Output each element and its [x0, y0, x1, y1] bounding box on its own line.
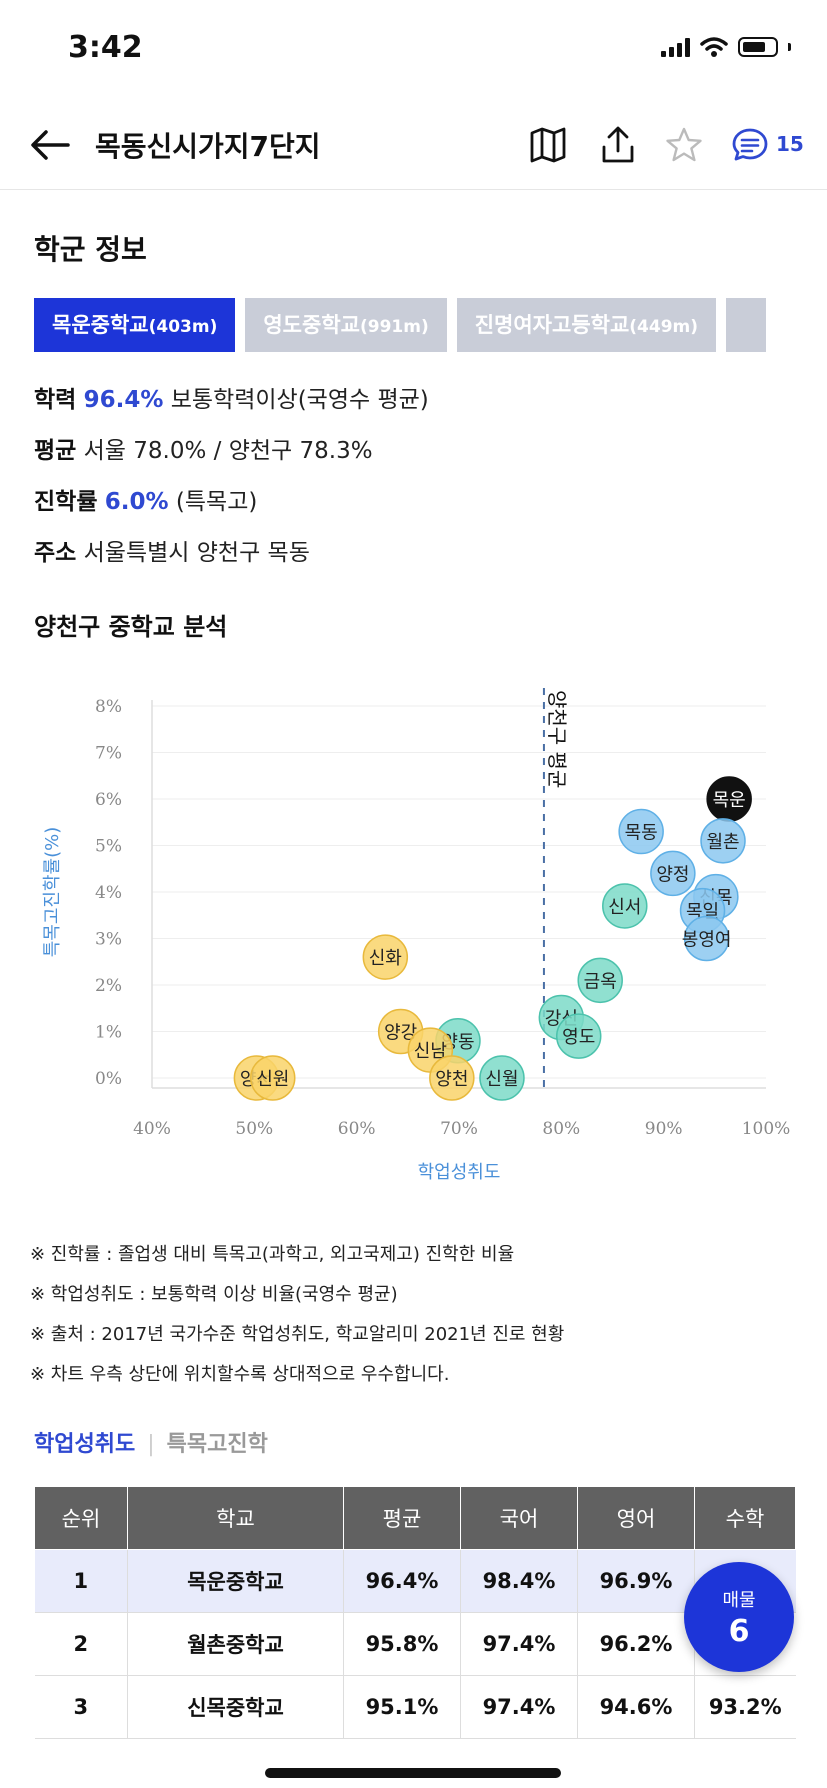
data-point — [429, 1055, 475, 1101]
map-icon[interactable] — [528, 125, 568, 165]
data-point-label: 신화 — [369, 948, 402, 969]
home-indicator — [265, 1768, 561, 1778]
x-axis-title: 학업성취도 — [418, 1162, 501, 1183]
tab-academic[interactable]: 학업성취도 — [34, 1432, 136, 1457]
data-point — [555, 1013, 602, 1059]
data-point-label: 목동 — [625, 823, 658, 844]
data-point-label: 신서 — [608, 897, 641, 918]
back-arrow-icon[interactable] — [28, 125, 72, 165]
table-header: 순위 학교 평균 국어 영어 수학 — [34, 1486, 796, 1550]
data-point — [700, 818, 746, 864]
x-tick-label: 50% — [235, 1119, 273, 1139]
wifi-icon — [700, 37, 728, 57]
status-icons — [661, 36, 791, 58]
table-row[interactable]: 2 월촌중학교 95.8% 97.4% 96.2% — [34, 1612, 796, 1676]
data-point-label: 양정 — [656, 864, 689, 885]
y-tick-label: 7% — [95, 744, 122, 764]
chat-icon[interactable] — [730, 125, 770, 165]
data-point — [577, 957, 623, 1004]
app-header: 목동신시가지7단지 15 — [0, 105, 827, 190]
x-tick-label: 80% — [542, 1119, 580, 1139]
school-tab-1[interactable]: 영도중학교(991m) — [245, 298, 447, 352]
school-tab-2[interactable]: 진명여자고등학교(449m) — [456, 298, 717, 352]
x-tick-label: 40% — [133, 1119, 171, 1139]
academic-info: 학력 96.4% 보통학력이상(국영수 평균) — [34, 387, 429, 413]
y-axis-title: 특목고진학률(%) — [42, 827, 63, 958]
data-point-label: 월촌 — [706, 832, 739, 853]
chat-count: 15 — [776, 132, 804, 156]
data-point — [683, 915, 730, 962]
school-tab-more[interactable] — [726, 298, 767, 352]
table-row[interactable]: 1 목운중학교 96.4% 98.4% 96.9% — [34, 1549, 796, 1613]
analysis-title: 양천구 중학교 분석 — [34, 613, 228, 641]
data-point-label: 목운 — [713, 790, 746, 811]
ranking-tabs: 학업성취도 | 특목고진학 — [34, 1432, 268, 1457]
scatter-chart: 0% 1% 2% 3% 4% 5% 6% 7% 8% 40% 50% 60% 70% 80% 90% 100%… — [42, 688, 791, 1183]
data-point-label: 신월 — [485, 1069, 518, 1090]
y-tick-label: 4% — [95, 883, 122, 903]
y-tick-label: 5% — [95, 837, 122, 857]
school-tabs: 목운중학교(403m) 영도중학교(991m) 진명여자고등학교(449m) — [34, 298, 827, 352]
table-row[interactable]: 3 신목중학교 95.1% 97.4% 94.6% 93.2% — [34, 1675, 796, 1739]
ranking-table: 순위 학교 평균 국어 영어 수학 1 목운중학교 96.4% 98.4% 96.9% … — [34, 1486, 796, 1739]
y-tick-label: 1% — [95, 1023, 122, 1043]
x-tick-label: 70% — [440, 1119, 478, 1139]
y-tick-label: 6% — [95, 790, 122, 810]
data-point — [650, 850, 696, 897]
data-point — [618, 808, 664, 855]
note-0: ※ 진학률 : 졸업생 대비 특목고(과학고, 외고국제고) 진학한 비율 — [30, 1244, 515, 1265]
data-point — [250, 1055, 296, 1101]
school-tab-0[interactable]: 목운중학교(403m) — [34, 298, 236, 352]
data-point-label: 양천 — [435, 1069, 468, 1090]
page-title: 목동신시가지7단지 — [95, 130, 321, 163]
data-point-label: 신남 — [414, 1041, 447, 1062]
y-tick-label: 0% — [95, 1069, 122, 1089]
advance-info: 진학률 6.0% (특목고) — [34, 489, 258, 515]
share-icon[interactable] — [598, 125, 638, 165]
data-point — [479, 1055, 525, 1101]
data-point-label: 봉영여 — [682, 930, 732, 951]
status-time: 3:42 — [68, 30, 143, 65]
y-tick-label: 3% — [95, 930, 122, 950]
data-point-label: 양강 — [384, 1023, 417, 1044]
data-point — [602, 883, 648, 929]
listings-fab[interactable]: 매물 6 — [684, 1562, 794, 1672]
note-1: ※ 학업성취도 : 보통학력 이상 비율(국영수 평균) — [30, 1284, 398, 1305]
data-point-label: 영도 — [562, 1027, 595, 1048]
section-title: 학군 정보 — [34, 233, 147, 266]
x-tick-label: 60% — [338, 1119, 376, 1139]
note-3: ※ 차트 우측 상단에 위치할수록 상대적으로 우수합니다. — [30, 1364, 450, 1385]
average-info: 평균 서울 78.0% / 양천구 78.3% — [34, 438, 373, 464]
address-info: 주소 서울특별시 양천구 목동 — [34, 540, 310, 566]
average-line-label: 양천구 평균 — [545, 690, 569, 788]
y-tick-label: 2% — [95, 976, 122, 996]
battery-icon — [738, 37, 778, 57]
data-point-label: 신원 — [256, 1069, 289, 1090]
data-point-label: 금옥 — [584, 971, 617, 992]
tab-special-school[interactable]: 특목고진학 — [166, 1432, 268, 1457]
y-tick-label: 8% — [95, 697, 122, 717]
note-2: ※ 출처 : 2017년 국가수준 학업성취도, 학교알리미 2021년 진로 … — [30, 1324, 565, 1345]
x-tick-label: 90% — [645, 1119, 683, 1139]
signal-icon — [661, 37, 690, 57]
data-point — [362, 934, 409, 980]
x-tick-label: 100% — [742, 1119, 791, 1139]
star-icon[interactable] — [664, 125, 704, 165]
